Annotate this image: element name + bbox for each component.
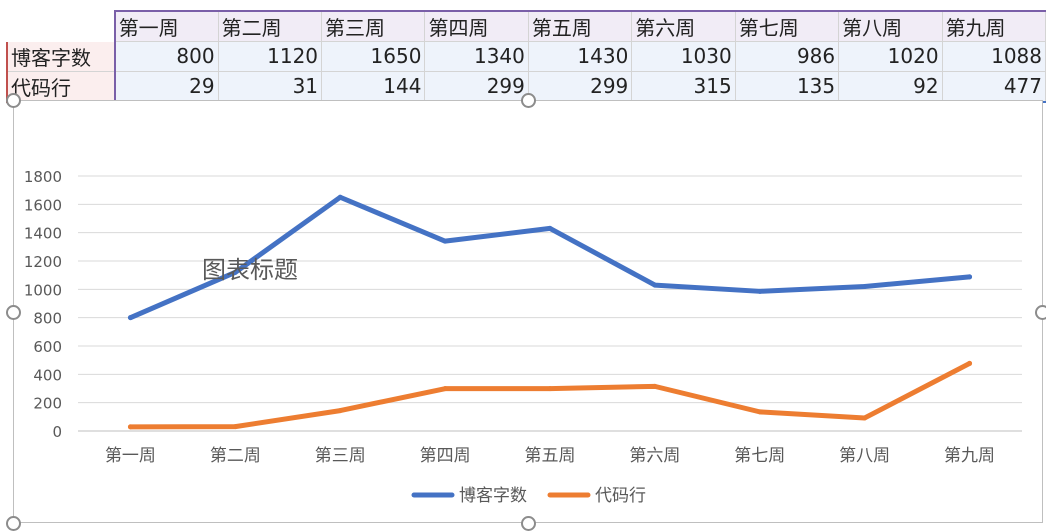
x-tick-label: 第九周 bbox=[944, 446, 995, 466]
y-tick-label: 800 bbox=[33, 310, 62, 328]
header-cell[interactable]: 第一周 bbox=[113, 10, 219, 42]
data-point[interactable] bbox=[337, 408, 343, 414]
x-tick-label: 第七周 bbox=[734, 446, 785, 466]
data-point[interactable] bbox=[862, 284, 868, 289]
header-cell[interactable]: 第二周 bbox=[218, 10, 323, 42]
y-tick-label: 1400 bbox=[24, 225, 62, 243]
chart-title[interactable]: 图表标题 bbox=[202, 256, 298, 284]
data-table: 第一周 第二周 第三周 第四周 第五周 第六周 第七周 第八周 第九周 博客字数… bbox=[6, 10, 1046, 103]
resize-handle-middle-right[interactable] bbox=[1035, 305, 1046, 320]
data-cell[interactable]: 1020 bbox=[838, 41, 943, 72]
legend-label[interactable]: 博客字数 bbox=[459, 486, 527, 506]
x-tick-label: 第八周 bbox=[839, 446, 890, 466]
x-tick-label: 第五周 bbox=[525, 446, 576, 466]
data-point[interactable] bbox=[652, 383, 658, 389]
y-tick-label: 1200 bbox=[24, 253, 62, 271]
data-point[interactable] bbox=[967, 274, 973, 280]
data-point[interactable] bbox=[127, 315, 133, 321]
data-point[interactable] bbox=[967, 360, 973, 366]
data-cell[interactable]: 986 bbox=[735, 41, 840, 72]
x-tick-label: 第四周 bbox=[420, 446, 471, 466]
x-tick-label: 第六周 bbox=[629, 446, 680, 466]
data-point[interactable] bbox=[337, 194, 343, 200]
data-point[interactable] bbox=[232, 269, 238, 275]
data-cell[interactable]: 29 bbox=[113, 71, 219, 103]
y-tick-label: 600 bbox=[33, 338, 62, 356]
data-cell[interactable]: 135 bbox=[735, 71, 840, 103]
data-point[interactable] bbox=[757, 409, 763, 415]
x-tick-label: 第三周 bbox=[315, 446, 366, 466]
corner-cell[interactable] bbox=[7, 11, 115, 42]
data-point[interactable] bbox=[862, 415, 868, 421]
header-cell[interactable]: 第六周 bbox=[631, 10, 736, 42]
header-cell[interactable]: 第七周 bbox=[735, 10, 840, 42]
header-cell[interactable]: 第三周 bbox=[321, 10, 426, 42]
row-label-cell[interactable]: 博客字数 bbox=[6, 41, 116, 72]
data-point[interactable] bbox=[547, 386, 553, 392]
resize-handle-top-left[interactable] bbox=[6, 93, 21, 108]
header-cell[interactable]: 第八周 bbox=[838, 10, 943, 42]
y-tick-label: 1600 bbox=[24, 196, 62, 214]
data-point[interactable] bbox=[232, 424, 238, 430]
row-label-cell[interactable]: 代码行 bbox=[6, 71, 116, 103]
y-tick-label: 1800 bbox=[24, 168, 62, 186]
data-cell[interactable]: 315 bbox=[631, 71, 736, 103]
resize-handle-top-middle[interactable] bbox=[521, 93, 536, 108]
data-point[interactable] bbox=[757, 288, 763, 294]
resize-handle-middle-left[interactable] bbox=[6, 305, 21, 320]
data-cell[interactable]: 477 bbox=[942, 71, 1046, 103]
data-cell[interactable]: 1120 bbox=[218, 41, 323, 72]
y-tick-label: 0 bbox=[52, 423, 62, 441]
y-tick-label: 1000 bbox=[24, 281, 62, 299]
data-cell[interactable]: 144 bbox=[321, 71, 426, 103]
data-cell[interactable]: 1650 bbox=[321, 41, 426, 72]
data-cell[interactable]: 1088 bbox=[942, 41, 1046, 72]
legend-label[interactable]: 代码行 bbox=[595, 486, 646, 506]
data-cell[interactable]: 1340 bbox=[424, 41, 529, 72]
data-cell[interactable]: 1430 bbox=[528, 41, 633, 72]
header-cell[interactable]: 第四周 bbox=[424, 10, 529, 42]
data-point[interactable] bbox=[442, 238, 448, 244]
x-tick-label: 第一周 bbox=[105, 446, 156, 466]
data-cell[interactable]: 299 bbox=[528, 71, 633, 103]
header-cell[interactable]: 第五周 bbox=[528, 10, 633, 42]
data-point[interactable] bbox=[127, 424, 133, 430]
data-point[interactable] bbox=[652, 282, 658, 288]
chart-area[interactable] bbox=[13, 100, 1043, 523]
data-point[interactable] bbox=[547, 225, 553, 231]
data-cell[interactable]: 800 bbox=[113, 41, 219, 72]
y-tick-label: 200 bbox=[33, 395, 62, 413]
y-tick-label: 400 bbox=[33, 366, 62, 384]
data-cell[interactable]: 299 bbox=[424, 71, 529, 103]
spreadsheet-range: 第一周 第二周 第三周 第四周 第五周 第六周 第七周 第八周 第九周 博客字数… bbox=[0, 0, 1046, 103]
header-cell[interactable]: 第九周 bbox=[942, 10, 1046, 42]
x-tick-label: 第二周 bbox=[210, 446, 261, 466]
data-point[interactable] bbox=[442, 386, 448, 392]
data-cell[interactable]: 1030 bbox=[631, 41, 736, 72]
series-line-2[interactable] bbox=[127, 360, 973, 430]
